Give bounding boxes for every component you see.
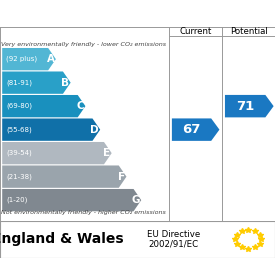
Text: Environmental Impact (CO₂) Rating: Environmental Impact (CO₂) Rating (24, 9, 251, 19)
Polygon shape (2, 165, 126, 188)
Polygon shape (225, 95, 274, 117)
Text: (81-91): (81-91) (6, 79, 32, 86)
Text: (1-20): (1-20) (6, 197, 28, 203)
Text: D: D (90, 125, 99, 135)
Text: (39-54): (39-54) (6, 150, 32, 156)
Text: Potential: Potential (230, 27, 268, 36)
Text: C: C (76, 101, 84, 111)
Text: (55-68): (55-68) (6, 126, 32, 133)
Polygon shape (2, 142, 112, 164)
Text: 71: 71 (236, 100, 254, 113)
Polygon shape (2, 189, 141, 211)
Polygon shape (2, 71, 71, 94)
Text: E: E (103, 148, 110, 158)
Text: (92 plus): (92 plus) (6, 56, 37, 62)
Text: Not environmentally friendly - higher CO₂ emissions: Not environmentally friendly - higher CO… (1, 210, 166, 215)
Text: (69-80): (69-80) (6, 103, 32, 109)
Text: Current: Current (180, 27, 212, 36)
Text: 67: 67 (182, 123, 201, 136)
Text: F: F (118, 172, 125, 182)
Text: G: G (131, 195, 140, 205)
Text: B: B (61, 78, 69, 88)
Text: England & Wales: England & Wales (0, 232, 123, 246)
Text: (21-38): (21-38) (6, 173, 32, 180)
Text: Very environmentally friendly - lower CO₂ emissions: Very environmentally friendly - lower CO… (1, 42, 166, 47)
Polygon shape (172, 118, 219, 141)
Polygon shape (2, 48, 56, 70)
Text: EU Directive
2002/91/EC: EU Directive 2002/91/EC (147, 230, 200, 249)
Text: A: A (46, 54, 54, 64)
Polygon shape (2, 95, 86, 117)
Polygon shape (2, 118, 100, 141)
